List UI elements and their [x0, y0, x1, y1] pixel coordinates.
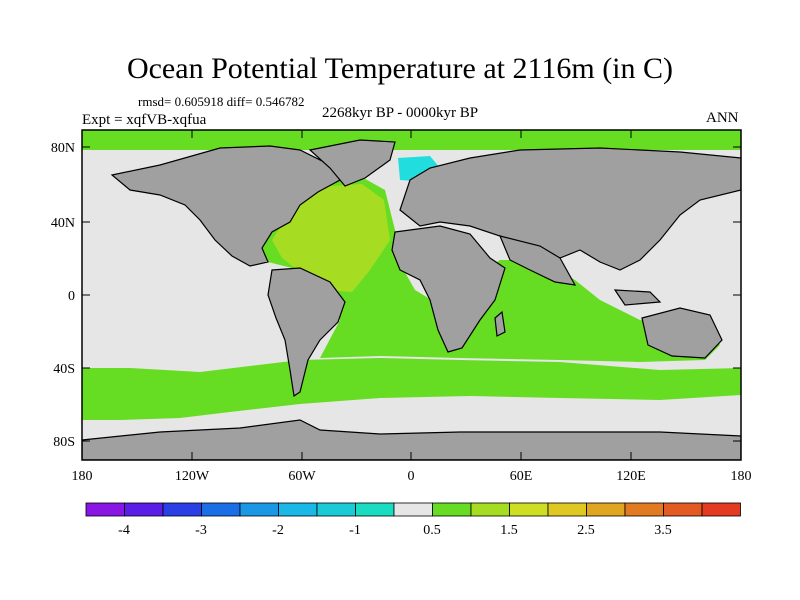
colorbar-swatch	[162, 502, 202, 517]
map-title: Ocean Potential Temperature at 2116m (in…	[126, 52, 674, 85]
longitude-tick-marks	[81, 130, 742, 460]
australia	[641, 307, 723, 359]
colorbar-swatch	[85, 502, 125, 517]
colorbar-swatch	[278, 502, 318, 517]
lat-label: 0	[68, 289, 75, 304]
colorbar-swatch	[701, 502, 741, 517]
lon-label: 180	[731, 469, 752, 484]
lon-label: 120W	[175, 469, 210, 484]
lon-label: 180	[72, 469, 93, 484]
lat-label: 40N	[51, 216, 75, 231]
colorbar-swatch	[509, 502, 549, 517]
colorbar-label: 3.5	[654, 523, 672, 538]
colorbar-label: 1.5	[500, 523, 518, 538]
period-label: 2268kyr BP - 0000kyr BP	[322, 105, 479, 121]
colorbar-swatch	[586, 502, 626, 517]
eurasia	[399, 147, 741, 271]
colorbar-label: -3	[195, 523, 207, 538]
colorbar-label: -4	[118, 523, 130, 538]
latitude-labels: 80N 40N 0 40S 80S	[51, 141, 75, 450]
arctic-anomaly-strip	[82, 130, 741, 150]
lon-label: 120E	[616, 469, 646, 484]
lon-label: 60E	[510, 469, 533, 484]
colorbar-swatch	[124, 502, 164, 517]
map-panel	[82, 130, 741, 460]
greenland	[308, 139, 396, 187]
antarctica	[82, 419, 741, 460]
south-america	[267, 267, 346, 398]
colorbar-swatch	[470, 502, 510, 517]
colorbar-swatch	[432, 502, 472, 517]
lat-label: 40S	[53, 362, 75, 377]
colorbar-swatch	[201, 502, 241, 517]
longitude-labels: 180 120W 60W 0 60E 120E 180	[72, 469, 752, 484]
colorbar-swatch	[355, 502, 395, 517]
lon-label: 60W	[288, 469, 316, 484]
latitude-tick-marks	[82, 146, 741, 442]
maritime-continent	[613, 289, 662, 306]
lat-label: 80N	[51, 141, 75, 156]
colorbar-swatch	[239, 502, 279, 517]
colorbar-label: -2	[272, 523, 284, 538]
north-america	[110, 145, 341, 267]
colorbar-label: 2.5	[577, 523, 595, 538]
experiment-label: Expt = xqfVB-xqfua	[82, 112, 207, 128]
colorbar-swatch	[624, 502, 664, 517]
africa	[391, 225, 506, 353]
colorbar-swatch	[663, 502, 703, 517]
southern-ocean-band	[82, 358, 741, 420]
north-atlantic-warm-patch	[272, 184, 390, 292]
colorbar-label: -1	[349, 523, 361, 538]
lon-label: 0	[408, 469, 415, 484]
colorbar-labels: -4 -3 -2 -1 0.5 1.5 2.5 3.5	[118, 523, 672, 538]
colorbar-swatch	[316, 502, 356, 517]
colorbar-label: 0.5	[423, 523, 441, 538]
statistics-line: rmsd= 0.605918 diff= 0.546782	[138, 94, 305, 109]
lat-label: 80S	[53, 435, 75, 450]
colorbar-swatch	[393, 502, 433, 517]
madagascar	[494, 310, 506, 337]
colorbar-swatch	[547, 502, 587, 517]
arabia-india	[498, 235, 577, 286]
colorbar	[85, 502, 741, 517]
season-label: ANN	[706, 110, 739, 126]
land-masses	[82, 139, 741, 460]
